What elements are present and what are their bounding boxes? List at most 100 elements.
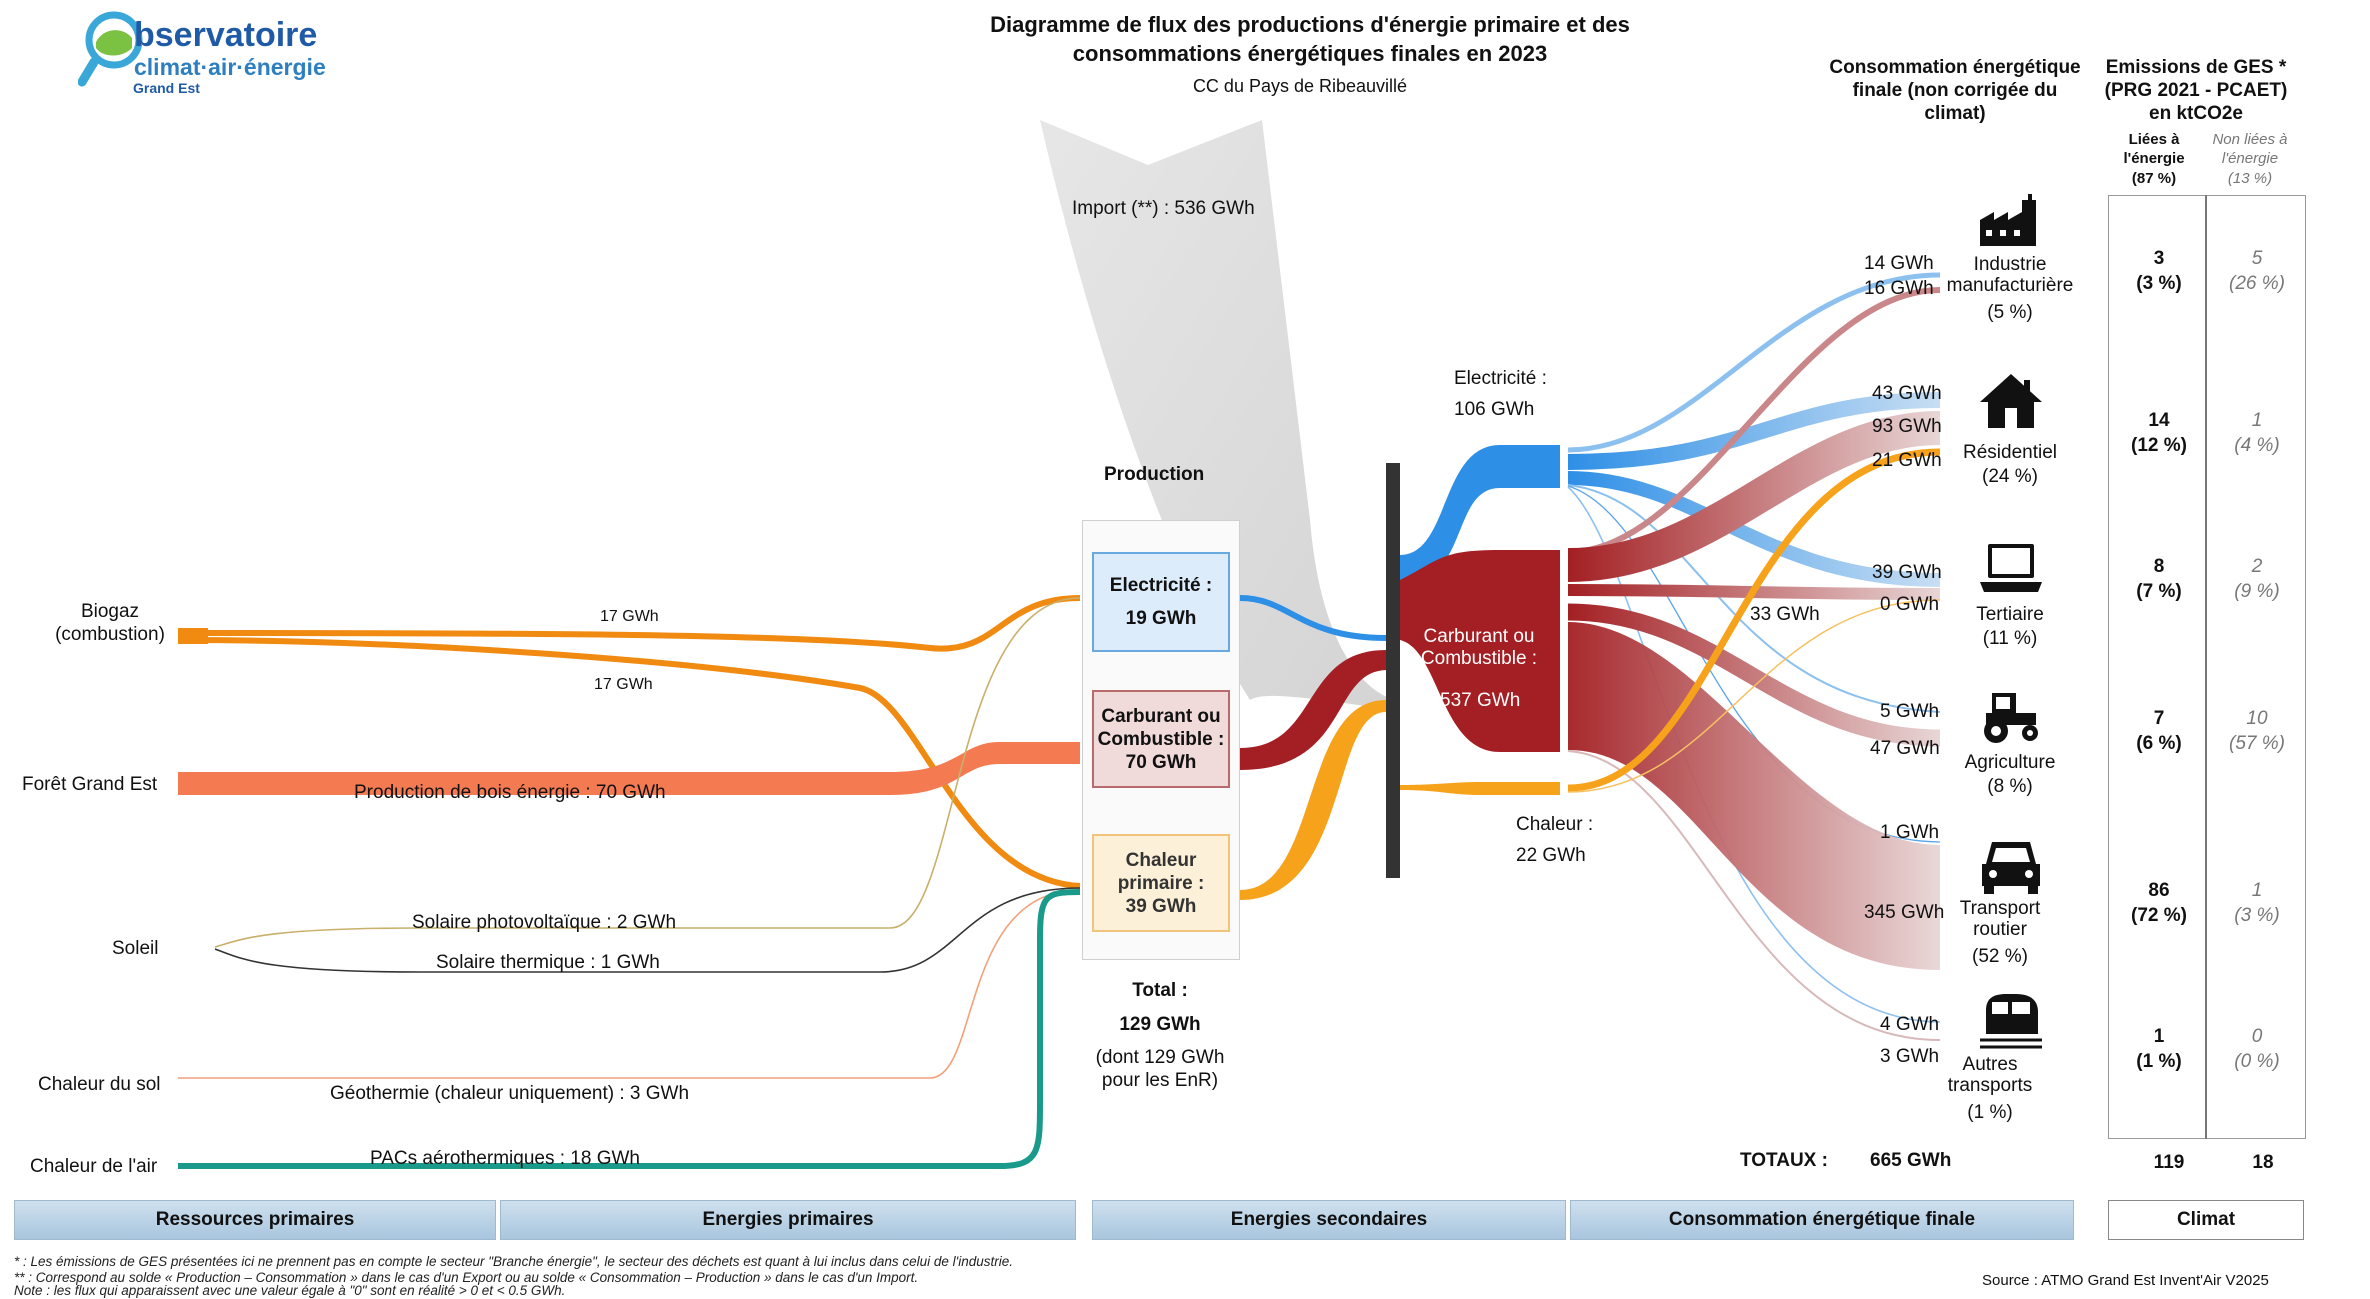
sector-pct-industrie: (5 %) <box>1987 302 2033 323</box>
heat-to-residentiel <box>1567 448 1941 792</box>
sec-tertiaire-fuel-value: 33 GWh <box>1750 604 1820 625</box>
resource-soleil: Soleil <box>112 938 159 959</box>
final-heading: Consommation énergétique finale (non cor… <box>1829 57 2081 124</box>
tertiaire-flow-1: 39 GWh <box>1872 562 1942 583</box>
sec-fuel-label: Carburant ou Combustible : <box>1404 626 1554 670</box>
production-elec-value: 19 GWh <box>1125 608 1197 629</box>
biogaz-to-heat-flow <box>179 637 1081 889</box>
residentiel-flow-2: 93 GWh <box>1872 416 1942 437</box>
footnote-2: ** : Correspond au solde « Production – … <box>14 1270 919 1285</box>
ges-ep-industrie: (3 %) <box>2136 273 2182 294</box>
sector-pct-residentiel: (24 %) <box>1982 466 2038 487</box>
ges-np-industrie: (26 %) <box>2229 273 2285 294</box>
sec-elec-label: Electricité : <box>1454 368 1547 389</box>
magnifier-logo-icon <box>78 11 143 87</box>
source-note: Source : ATMO Grand Est Invent'Air V2025 <box>1982 1272 2269 1289</box>
production-heat-box: Chaleur primaire : 39 GWh <box>1092 834 1230 932</box>
ges-e-industrie: 3 <box>2153 248 2165 269</box>
pac-flow <box>178 889 1081 1169</box>
production-elec-box: Electricité : 19 GWh <box>1092 552 1230 652</box>
industrie-flow-2: 16 GWh <box>1864 278 1934 299</box>
agriculture-flow-1: 5 GWh <box>1880 701 1940 722</box>
production-total-value: 129 GWh <box>1119 1014 1201 1035</box>
ges-np-tertiaire: (9 %) <box>2234 581 2280 602</box>
sec-heat-value: 22 GWh <box>1516 845 1586 866</box>
solar-th-flow <box>214 887 1081 973</box>
sector-pct-agriculture: (8 %) <box>1987 776 2033 797</box>
ges-e-transport: 86 <box>2148 880 2170 901</box>
ges-ep-residentiel: (12 %) <box>2131 435 2187 456</box>
page-title: Diagramme de flux des productions d'éner… <box>860 10 1760 68</box>
transport-flow-2: 345 GWh <box>1864 902 1945 923</box>
ges-nonenergy-row-transport: 1 (3 %) <box>2212 878 2302 928</box>
flow-label-pac: PACs aérothermiques : 18 GWh <box>370 1148 640 1169</box>
sec-heat-flow <box>1400 782 1560 795</box>
sector-name-autres: Autres transports <box>1947 1054 2033 1096</box>
ges-total-nonenergy: 18 <box>2252 1152 2274 1173</box>
ges-energy-row-autres: 1 (1 %) <box>2114 1024 2204 1074</box>
production-heat-label: Chaleur primaire : <box>1117 849 1205 894</box>
fuel-to-residentiel <box>1567 411 1941 582</box>
import-label: Import (**) : 536 GWh <box>1072 198 1255 219</box>
fuel-to-transport <box>1568 622 1940 970</box>
ges-e-agriculture: 7 <box>2153 708 2165 729</box>
totaux-label: TOTAUX : <box>1740 1150 1828 1171</box>
biogaz-base <box>178 628 208 644</box>
tractor-icon <box>1984 693 2038 743</box>
biogaz-to-elec-flow <box>179 595 1081 652</box>
hub-bar <box>1386 463 1400 878</box>
sec-fuel-value: 537 GWh <box>1440 690 1521 711</box>
ges-energy-row-residentiel: 14 (12 %) <box>2114 408 2204 458</box>
ges-energy-row-agriculture: 7 (6 %) <box>2114 706 2204 756</box>
sec-heat-label: Chaleur : <box>1516 814 1594 835</box>
ges-total-energy: 119 <box>2153 1152 2185 1173</box>
sector-pct-autres: (1 %) <box>1967 1102 2013 1123</box>
flow-label-bois: Production de bois énergie : 70 GWh <box>354 782 666 803</box>
sector-pct-transport: (52 %) <box>1972 946 2028 967</box>
resource-biogaz: Biogaz (combustion) <box>55 601 165 645</box>
totaux-value: 665 GWh <box>1870 1150 1952 1171</box>
sec-elec-flow <box>1400 445 1560 585</box>
ges-np-autres: (0 %) <box>2234 1051 2280 1072</box>
footnote-3: Note : les flux qui apparaissent avec un… <box>14 1283 566 1298</box>
band-energies-primaires: Energies primaires <box>500 1200 1076 1240</box>
production-elec-label: Electricité : <box>1109 575 1213 596</box>
logo-line2: climat·air·énergie <box>134 54 326 80</box>
ges-heading: Emissions de GES * (PRG 2021 - PCAET) en… <box>2104 57 2288 124</box>
ges-np-transport: (3 %) <box>2234 905 2280 926</box>
factory-icon <box>1980 194 2036 246</box>
ges-nonenergy-row-industrie: 5 (26 %) <box>2212 246 2302 296</box>
prod-elec-to-hub <box>1239 595 1387 641</box>
geothermal-flow <box>178 889 1081 1079</box>
production-heading: Production <box>1104 464 1205 485</box>
sec-fuel-label-text: Carburant ou Combustible : <box>1420 626 1538 669</box>
ges-col2-pct: (13 %) <box>2227 170 2273 187</box>
ges-e-residentiel: 14 <box>2148 410 2170 431</box>
logo-line1: bservatoire <box>134 16 318 54</box>
production-fuel-value: 70 GWh <box>1125 751 1197 773</box>
ges-n-residentiel: 1 <box>2251 410 2263 431</box>
band-climat: Climat <box>2108 1200 2304 1240</box>
band-ressources-primaires: Ressources primaires <box>14 1200 496 1240</box>
ges-n-autres: 0 <box>2251 1026 2263 1047</box>
elec-to-residentiel <box>1567 392 1941 470</box>
flow-label-solaire-th: Solaire thermique : 1 GWh <box>436 952 660 973</box>
sector-name-agriculture: Agriculture <box>1964 752 2056 773</box>
ges-nonenergy-row-agriculture: 10 (57 %) <box>2212 706 2302 756</box>
transport-flow-1: 1 GWh <box>1880 822 1940 843</box>
ges-nonenergy-row-autres: 0 (0 %) <box>2212 1024 2302 1074</box>
residentiel-flow-3: 21 GWh <box>1872 450 1942 471</box>
subtitle: CC du Pays de Ribeauvillé <box>1192 76 1408 96</box>
ges-ep-tertiaire: (7 %) <box>2136 581 2182 602</box>
ges-col1-label: Liées à l'énergie <box>2123 131 2185 167</box>
footnote-1: * : Les émissions de GES présentées ici … <box>14 1254 1013 1269</box>
ges-table <box>2108 195 2306 1139</box>
logo: bservatoire climat·air·énergie Grand Est <box>78 8 358 98</box>
band-consommation-finale: Consommation énergétique finale <box>1570 1200 2074 1240</box>
ges-e-tertiaire: 8 <box>2153 556 2165 577</box>
sector-pct-tertiaire: (11 %) <box>1982 628 2038 649</box>
ges-n-agriculture: 10 <box>2246 708 2268 729</box>
production-fuel-label: Carburant ou Combustible : <box>1097 705 1225 750</box>
flow-label-geothermie: Géothermie (chaleur uniquement) : 3 GWh <box>330 1083 690 1104</box>
